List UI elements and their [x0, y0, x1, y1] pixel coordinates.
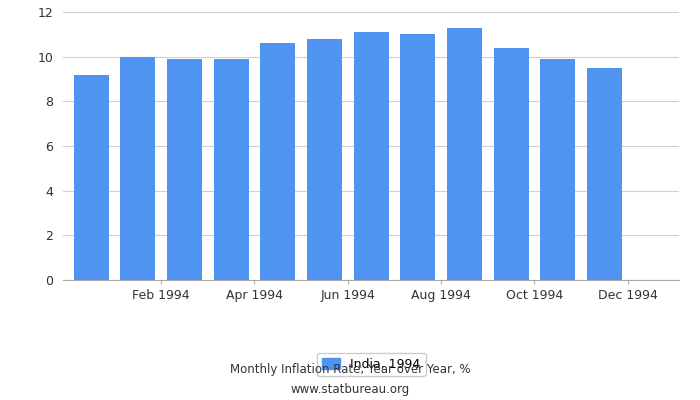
Text: www.statbureau.org: www.statbureau.org — [290, 384, 410, 396]
Bar — [354, 32, 388, 280]
Bar — [74, 74, 108, 280]
Bar — [307, 39, 342, 280]
Bar — [494, 48, 528, 280]
Legend: India, 1994: India, 1994 — [316, 352, 426, 376]
Bar — [540, 59, 575, 280]
Bar — [120, 57, 155, 280]
Text: Monthly Inflation Rate, Year over Year, %: Monthly Inflation Rate, Year over Year, … — [230, 364, 470, 376]
Bar — [167, 59, 202, 280]
Bar — [447, 28, 482, 280]
Bar — [400, 34, 435, 280]
Bar — [214, 59, 248, 280]
Bar — [587, 68, 622, 280]
Bar — [260, 43, 295, 280]
